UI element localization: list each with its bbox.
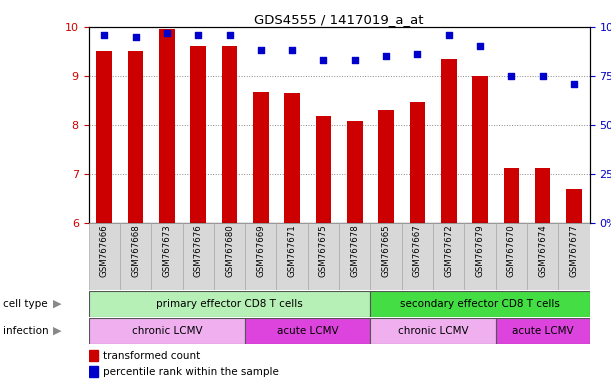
Point (287, 47, 297, 53)
Text: GSM767668: GSM767668 (131, 225, 140, 278)
Text: cell type: cell type (3, 299, 48, 309)
Bar (409, 102, 425, 223)
Bar (535, 168, 551, 223)
Point (318, 57, 328, 63)
Text: ▶: ▶ (53, 326, 61, 336)
Point (350, 57, 360, 63)
Text: infection: infection (3, 326, 49, 336)
Text: GSM767669: GSM767669 (257, 225, 265, 277)
Bar (527, 223, 558, 290)
Bar (503, 168, 519, 223)
Text: percentile rank within the sample: percentile rank within the sample (103, 367, 279, 377)
Text: GSM767667: GSM767667 (413, 225, 422, 278)
Bar (89, 291, 370, 317)
Text: acute LCMV: acute LCMV (277, 326, 338, 336)
Bar (496, 318, 590, 344)
Point (475, 43, 485, 50)
Text: GSM767678: GSM767678 (350, 225, 359, 278)
Bar (253, 92, 269, 223)
Bar (441, 59, 456, 223)
Bar (159, 29, 175, 223)
Bar (128, 51, 144, 223)
Bar (276, 223, 308, 290)
Bar (464, 223, 496, 290)
Bar (347, 121, 362, 223)
Bar (97, 51, 112, 223)
Point (569, 81, 579, 87)
Text: acute LCMV: acute LCMV (512, 326, 574, 336)
Point (225, 31, 235, 38)
Text: GSM767672: GSM767672 (444, 225, 453, 278)
Bar (120, 223, 152, 290)
Bar (370, 223, 402, 290)
Bar (183, 223, 214, 290)
Title: GDS4555 / 1417019_a_at: GDS4555 / 1417019_a_at (254, 13, 424, 26)
Text: GSM767665: GSM767665 (382, 225, 390, 278)
Bar (222, 46, 237, 223)
Bar (284, 93, 300, 223)
Point (131, 34, 141, 40)
Bar (339, 223, 370, 290)
Bar (89, 223, 120, 290)
Bar (472, 76, 488, 223)
Point (256, 47, 266, 53)
Text: GSM767673: GSM767673 (163, 225, 171, 278)
Text: GSM767670: GSM767670 (507, 225, 516, 278)
Bar (370, 291, 590, 317)
Text: GSM767676: GSM767676 (194, 225, 203, 278)
Text: secondary effector CD8 T cells: secondary effector CD8 T cells (400, 299, 560, 309)
Bar (316, 116, 331, 223)
Text: GSM767666: GSM767666 (100, 225, 109, 278)
Text: GSM767674: GSM767674 (538, 225, 547, 278)
Bar (566, 189, 582, 223)
Point (381, 53, 391, 59)
Bar (245, 318, 370, 344)
Bar (558, 223, 590, 290)
Point (412, 51, 422, 57)
Text: transformed count: transformed count (103, 351, 200, 361)
Text: GSM767677: GSM767677 (569, 225, 579, 278)
Bar (89, 366, 98, 377)
Bar (214, 223, 245, 290)
Text: GSM767675: GSM767675 (319, 225, 328, 278)
Bar (308, 223, 339, 290)
Point (193, 31, 203, 38)
Point (162, 30, 172, 36)
Bar (433, 223, 464, 290)
Text: chronic LCMV: chronic LCMV (398, 326, 469, 336)
Text: GSM767679: GSM767679 (475, 225, 485, 277)
Point (100, 31, 109, 38)
Text: ▶: ▶ (53, 299, 61, 309)
Bar (191, 46, 206, 223)
Text: chronic LCMV: chronic LCMV (131, 326, 202, 336)
Point (507, 73, 516, 79)
Bar (89, 318, 245, 344)
Bar (152, 223, 183, 290)
Bar (496, 223, 527, 290)
Bar (89, 350, 98, 361)
Bar (378, 110, 394, 223)
Text: primary effector CD8 T cells: primary effector CD8 T cells (156, 299, 303, 309)
Point (538, 73, 547, 79)
Text: GSM767680: GSM767680 (225, 225, 234, 278)
Bar (402, 223, 433, 290)
Bar (370, 318, 496, 344)
Bar (245, 223, 276, 290)
Point (444, 31, 453, 38)
Text: GSM767671: GSM767671 (288, 225, 296, 278)
